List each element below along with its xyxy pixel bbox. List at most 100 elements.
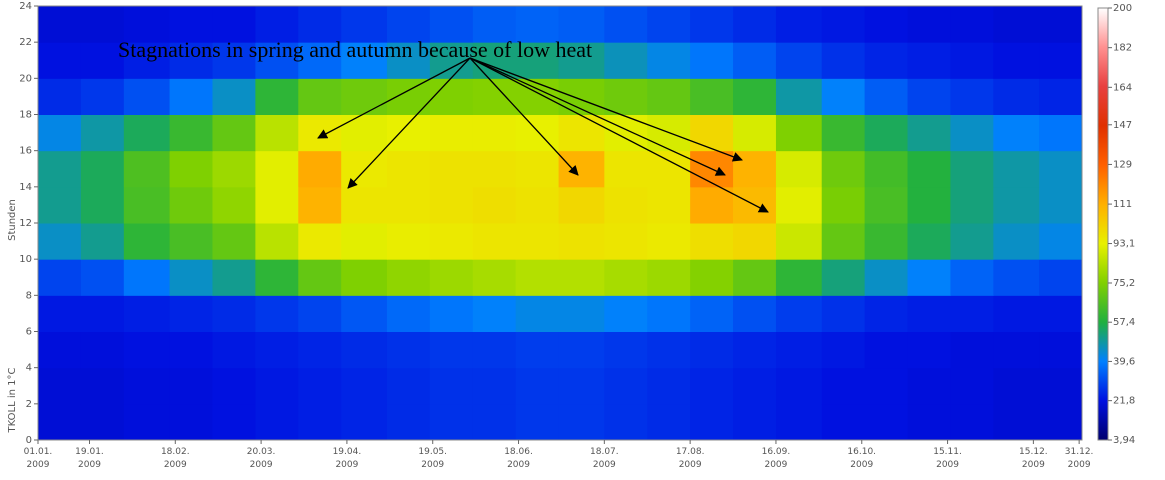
heat-cell [169, 295, 213, 332]
heat-cell [255, 331, 299, 369]
heat-cell [558, 367, 605, 405]
heat-cell [733, 6, 777, 43]
heat-cell [472, 367, 517, 405]
heat-cell [1039, 150, 1083, 188]
heat-cell [80, 223, 125, 260]
heat-cell [993, 78, 1040, 115]
heat-cell [386, 6, 431, 43]
heat-cell [1039, 259, 1083, 296]
heat-cell [429, 403, 474, 441]
colorbar-tick-label: 57,4 [1113, 317, 1135, 328]
annotation: Stagnations in spring and autumn because… [118, 37, 592, 62]
heat-cell [733, 367, 777, 405]
y-tick-label: 12 [19, 218, 32, 229]
heat-cell [169, 42, 213, 79]
heat-cell [604, 78, 648, 115]
arrow [469, 57, 743, 162]
heat-cell [123, 6, 171, 43]
heat-cell [690, 6, 734, 43]
heat-cell [212, 367, 256, 405]
arrow [317, 57, 471, 139]
heat-cell [429, 114, 474, 152]
heat-cell [341, 114, 388, 152]
colorbar-tick-label: 111 [1113, 199, 1132, 210]
colorbar-tick-label: 3,94 [1113, 435, 1135, 446]
heat-cell [604, 150, 648, 188]
heat-cell [647, 223, 691, 260]
heat-cell [255, 186, 299, 224]
heat-cell [821, 367, 866, 405]
heat-cell [298, 331, 342, 369]
heat-cell [123, 42, 171, 79]
heat-cell [515, 186, 560, 224]
heat-cell [690, 331, 734, 369]
heat-cell [558, 403, 605, 441]
y-tick-label: 10 [19, 254, 32, 265]
heat-cell [821, 259, 866, 296]
heat-cell [212, 331, 256, 369]
heat-cell [386, 150, 431, 188]
heat-cell [123, 367, 171, 405]
heat-cell [950, 331, 994, 369]
heat-cell [1039, 223, 1083, 260]
heat-cell [864, 150, 909, 188]
heat-cell [690, 42, 734, 79]
heat-cell [123, 114, 171, 152]
heat-cell [690, 259, 734, 296]
heat-cell [950, 259, 994, 296]
heat-cell [604, 295, 648, 332]
heat-cell [38, 186, 82, 224]
heat-cell [80, 6, 125, 43]
heat-cell [255, 367, 299, 405]
heat-cell [558, 150, 605, 188]
colorbar-tick-label: 39,6 [1113, 356, 1135, 367]
heat-cell [733, 42, 777, 79]
y-tick-label: 8 [26, 290, 32, 301]
heat-cell [298, 223, 342, 260]
heat-cell [733, 403, 777, 441]
heat-cell [821, 78, 866, 115]
heat-cell [775, 42, 823, 79]
heat-cell [255, 295, 299, 332]
heat-cell [38, 367, 82, 405]
heat-cell [212, 223, 256, 260]
x-tick-label: 31.12. 2009 [1064, 447, 1094, 470]
x-tick-label: 15.12. 2009 [1019, 447, 1048, 470]
heat-cell [775, 403, 823, 441]
heat-cell [775, 150, 823, 188]
y-tick-label: 6 [26, 327, 32, 338]
x-tick-label: 19.04. 2009 [332, 447, 362, 470]
heat-cell [429, 367, 474, 405]
heat-cell [80, 403, 125, 441]
heat-cell [733, 331, 777, 369]
heat-cell [212, 6, 256, 43]
heat-cell [558, 331, 605, 369]
heat-cell [647, 78, 691, 115]
colorbar-tick-label: 129 [1113, 159, 1132, 170]
heat-cell [169, 367, 213, 405]
heat-cell [515, 78, 560, 115]
heat-cell [38, 295, 82, 332]
heat-cell [80, 78, 125, 115]
heat-cell [907, 403, 951, 441]
heat-cell [212, 186, 256, 224]
heat-cell [604, 259, 648, 296]
heat-cell [864, 403, 909, 441]
heat-cell [123, 403, 171, 441]
heat-cell [821, 114, 866, 152]
heat-cell [386, 223, 431, 260]
heat-cell [821, 6, 866, 43]
heat-cell [733, 78, 777, 115]
heatmap [38, 6, 1083, 441]
heat-cell [123, 223, 171, 260]
heat-cell [472, 403, 517, 441]
heat-cell [1039, 78, 1083, 115]
heat-cell [80, 259, 125, 296]
heat-cell [775, 259, 823, 296]
heat-cell [515, 42, 560, 79]
heat-cell [212, 114, 256, 152]
heat-cell [123, 78, 171, 115]
heat-cell [775, 78, 823, 115]
heat-cell [775, 186, 823, 224]
heat-cell [558, 114, 605, 152]
